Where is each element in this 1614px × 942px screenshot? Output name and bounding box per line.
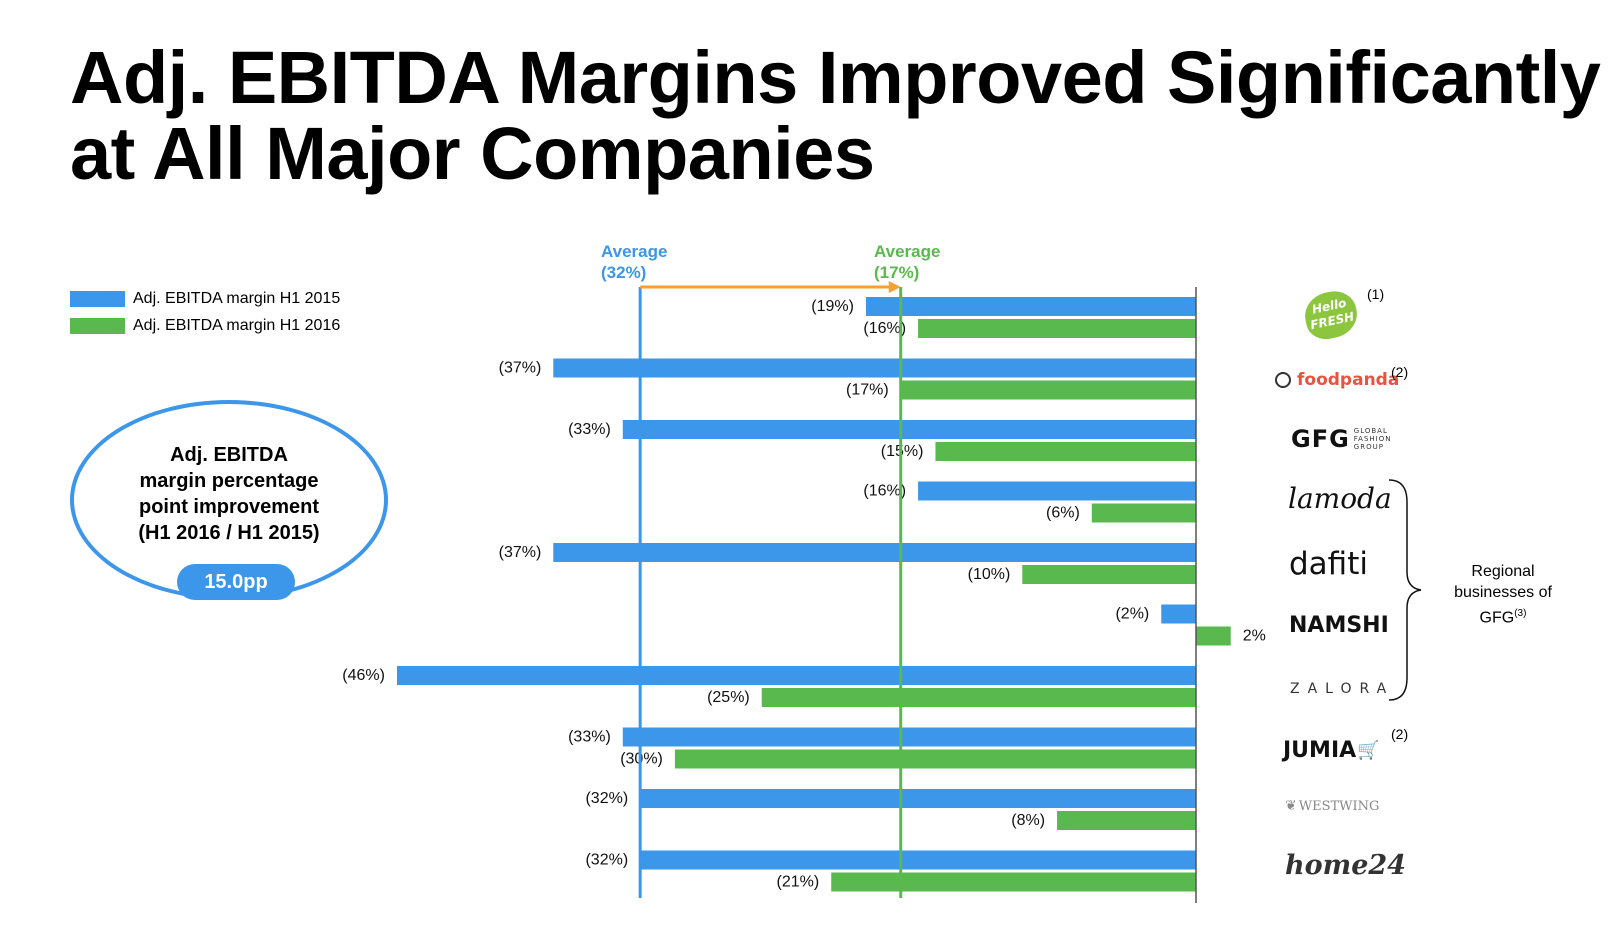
average-2015-label: Average (32%) (601, 242, 668, 282)
gfg-subtext: GLOBAL FASHION GROUP (1353, 427, 1392, 451)
foodpanda-text: foodpanda (1297, 370, 1400, 390)
bar-label-2015-hellofresh: (19%) (811, 298, 854, 315)
regional-label: Regional businesses of GFG(3) (1443, 561, 1563, 628)
bar-label-2016-hellofresh: (16%) (863, 320, 906, 337)
lamoda-logo: lamoda (1288, 482, 1392, 515)
bar-2015-home24 (640, 850, 1196, 870)
jumia-note: (2) (1391, 726, 1409, 742)
bar-label-2015-foodpanda: (37%) (499, 360, 542, 377)
bar-2015-lamoda (918, 481, 1196, 501)
bar-label-2015-gfg: (33%) (568, 421, 611, 438)
bar-2015-zalora (396, 666, 1197, 685)
bar-2015-namshi (1161, 604, 1196, 624)
bar-label-2016-westwing: (8%) (1011, 812, 1045, 829)
bar-label-2015-lamoda: (16%) (863, 483, 906, 500)
foodpanda-note: (2) (1391, 364, 1409, 380)
bar-label-2016-home24: (21%) (777, 874, 820, 891)
legend-label-2016: Adj. EBITDA margin H1 2016 (133, 316, 341, 334)
improvement-callout: Adj. EBITDA margin percentage point impr… (70, 400, 388, 600)
bar-label-2015-jumia: (33%) (568, 729, 611, 746)
regional-label-text: Regional businesses of GFG (1454, 563, 1552, 627)
bar-label-2015-zalora: (46%) (342, 667, 385, 684)
hellofresh-text: Hello FRESH (1309, 295, 1356, 333)
bar-2016-lamoda (1091, 503, 1196, 523)
legend-label-2015: Adj. EBITDA margin H1 2015 (133, 289, 341, 307)
legend-swatch-2016 (70, 317, 125, 334)
bar-2015-hellofresh (865, 297, 1196, 316)
bar-label-2016-foodpanda: (17%) (846, 382, 889, 399)
bar-label-2016-lamoda: (6%) (1046, 505, 1080, 522)
average-2016-label: Average (17%) (874, 242, 941, 282)
cart-icon: 🛒 (1357, 740, 1380, 761)
jumia-text: JUMIA (1283, 738, 1357, 763)
gfg-logo: GFG GLOBAL FASHION GROUP (1291, 425, 1396, 453)
improvement-value-badge: 15.0pp (177, 564, 295, 600)
legend-item-2016: Adj. EBITDA margin H1 2016 (70, 312, 340, 339)
bar-2015-westwing (640, 789, 1196, 808)
hellofresh-note: (1) (1367, 286, 1385, 302)
namshi-logo: NAMSHI (1289, 613, 1389, 638)
bar-2015-gfg (622, 420, 1196, 439)
legend: Adj. EBITDA margin H1 2015 Adj. EBITDA m… (70, 285, 340, 339)
bar-2015-foodpanda (553, 358, 1196, 378)
bar-2016-gfg (935, 442, 1196, 461)
foodpanda-logo: foodpanda (1275, 370, 1399, 390)
bar-2015-jumia (622, 727, 1196, 747)
westwing-icon: ❦ (1285, 798, 1297, 814)
hellofresh-logo: Hello FRESH (1300, 287, 1362, 343)
legend-item-2015: Adj. EBITDA margin H1 2015 (70, 285, 340, 312)
bar-2016-zalora (761, 688, 1196, 707)
westwing-text: WESTWING (1298, 798, 1380, 814)
callout-text: Adj. EBITDA margin percentage point impr… (138, 444, 320, 544)
bar-2016-foodpanda (900, 380, 1196, 400)
regional-brace (1388, 479, 1422, 701)
bar-2016-dafiti (1022, 565, 1196, 584)
gfg-text: GFG (1291, 425, 1350, 453)
regional-note: (3) (1514, 608, 1527, 619)
bar-label-2015-namshi: (2%) (1115, 606, 1149, 623)
bar-2015-dafiti (553, 543, 1196, 562)
legend-swatch-2015 (70, 290, 125, 307)
jumia-logo: JUMIA 🛒 (1283, 738, 1380, 763)
hellofresh-badge: Hello FRESH (1300, 287, 1362, 343)
bar-label-2016-dafiti: (10%) (968, 566, 1011, 583)
improvement-arrow-head (888, 281, 901, 293)
bar-label-2016-zalora: (25%) (707, 689, 750, 706)
home24-logo: home24 (1285, 850, 1406, 881)
bar-label-2015-westwing: (32%) (585, 790, 628, 807)
zalora-logo: ZALORA (1290, 681, 1395, 697)
westwing-logo: ❦ WESTWING (1285, 798, 1379, 814)
bar-2016-home24 (831, 872, 1196, 892)
dafiti-logo: dafiti (1289, 546, 1368, 582)
bar-2016-hellofresh (918, 319, 1196, 338)
bar-2016-jumia (674, 749, 1196, 769)
bar-2016-westwing (1057, 811, 1196, 830)
bar-label-2015-dafiti: (37%) (499, 544, 542, 561)
bar-2016-namshi (1196, 626, 1231, 646)
bar-label-2015-home24: (32%) (585, 852, 628, 869)
panda-icon (1275, 372, 1291, 388)
page-title: Adj. EBITDA Margins Improved Significant… (70, 36, 1601, 195)
brace-path (1388, 479, 1422, 701)
bar-label-2016-namshi: 2% (1243, 628, 1266, 645)
